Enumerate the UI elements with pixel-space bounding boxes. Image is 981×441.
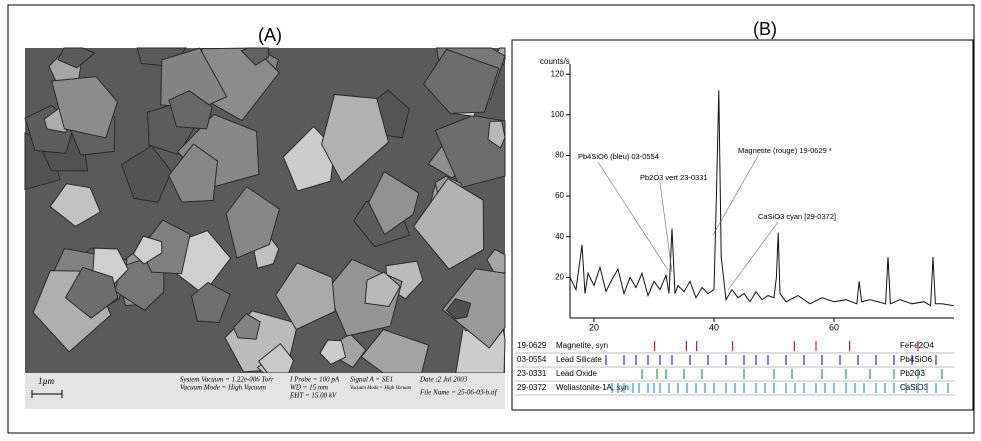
sem-info-text: EHT = 15.00 kV (289, 392, 337, 400)
crystal (64, 266, 119, 319)
sem-info-text: Vacuum Mode = High Vacuum (180, 384, 266, 392)
crystal (423, 48, 500, 114)
crystal (321, 93, 390, 184)
crystal (57, 47, 96, 69)
crystal (190, 281, 231, 324)
crystal (412, 177, 485, 270)
phase-code: 29-0372 (517, 383, 547, 392)
y-tick-label: 40 (555, 232, 564, 241)
x-tick-label: 20 (589, 322, 599, 332)
x-tick-label: 40 (709, 322, 719, 332)
panel-label: (B) (753, 19, 777, 39)
crystal (51, 76, 119, 139)
annotation-leader (659, 182, 673, 273)
crystal (120, 145, 172, 203)
phase-formula: Pb4SiO6 (900, 355, 933, 364)
xrd-chart: 20 40 60 80 100 120 20 40 60 Pb4SiO6 (bleu) 03-05… (515, 64, 955, 396)
sem-info-text: Vacuum Mode = High Vacuum (350, 386, 412, 391)
phase-code: 23-0331 (517, 369, 547, 378)
sem-info-text: System Vacuum = 1.22e-006 Torr (180, 376, 274, 384)
annotation: Pb4SiO6 (bleu) 03-0554 (578, 152, 659, 161)
scale-bar-label: 1µm (38, 376, 55, 386)
annotation-leader (597, 161, 669, 271)
phase-name: Lead Oxide (556, 369, 597, 378)
crystal (364, 271, 401, 307)
sem-info-strip (25, 373, 505, 409)
crystal (434, 114, 506, 189)
annotation: Pb2O3 vert 23-0331 (640, 173, 708, 182)
scale-bar (31, 390, 63, 398)
sem-info-text: WD = 15 mm (290, 384, 328, 392)
x-tick-label: 60 (829, 322, 839, 332)
panel-label: (A) (258, 25, 282, 45)
crystal (140, 219, 191, 275)
phase-code: 19-0629 (517, 341, 547, 350)
crystal (168, 90, 213, 130)
crystal (487, 120, 506, 149)
crystal (49, 183, 101, 228)
y-tick-label: 100 (551, 110, 565, 119)
annotation: Magnetite (rouge) 19-0629 * (738, 146, 832, 155)
crystal (441, 268, 506, 349)
sem-info-text: Signal A = SE1 (350, 376, 393, 384)
sem-info-text: I Probe = 100 pA (289, 376, 340, 384)
sem-info-text: File Name = 25-06-03-b.tif (419, 389, 498, 397)
crystal (240, 47, 269, 66)
crystal (319, 339, 347, 365)
annotation-leader (712, 155, 759, 236)
phase-name: Wollastonite-1A, syn (556, 383, 629, 392)
crystal (160, 47, 228, 110)
y-tick-label: 120 (551, 69, 565, 78)
phase-code: 03-0554 (517, 355, 547, 364)
crystal (445, 298, 472, 320)
y-tick-label: 20 (555, 272, 564, 281)
xrd-line (569, 90, 955, 307)
annotation: CaSiO3 cyan [29-0372] (758, 212, 836, 221)
phase-name: Magnetite, syn (556, 341, 608, 350)
crystal (275, 262, 336, 331)
phase-formula: FeFe2O4 (900, 341, 934, 350)
crystal (168, 143, 218, 203)
phase-name: Lead Silicate (556, 355, 602, 364)
y-tick-label: 80 (555, 151, 564, 160)
y-tick-label: 60 (555, 191, 564, 200)
panel-b-frame (511, 39, 974, 411)
crystal (225, 185, 281, 259)
sem-info-text: Date :2 Jul 2003 (419, 376, 468, 384)
crystal (232, 313, 261, 340)
crystal (360, 328, 430, 374)
y-axis-label: counts/s (540, 57, 570, 66)
annotation-leader (727, 221, 779, 291)
phase-formula: Pb2O3 (900, 369, 925, 378)
phase-formula: CaSiO3 (900, 383, 929, 392)
sem-image (24, 47, 506, 374)
crystal (368, 170, 420, 236)
crystal (132, 235, 163, 265)
